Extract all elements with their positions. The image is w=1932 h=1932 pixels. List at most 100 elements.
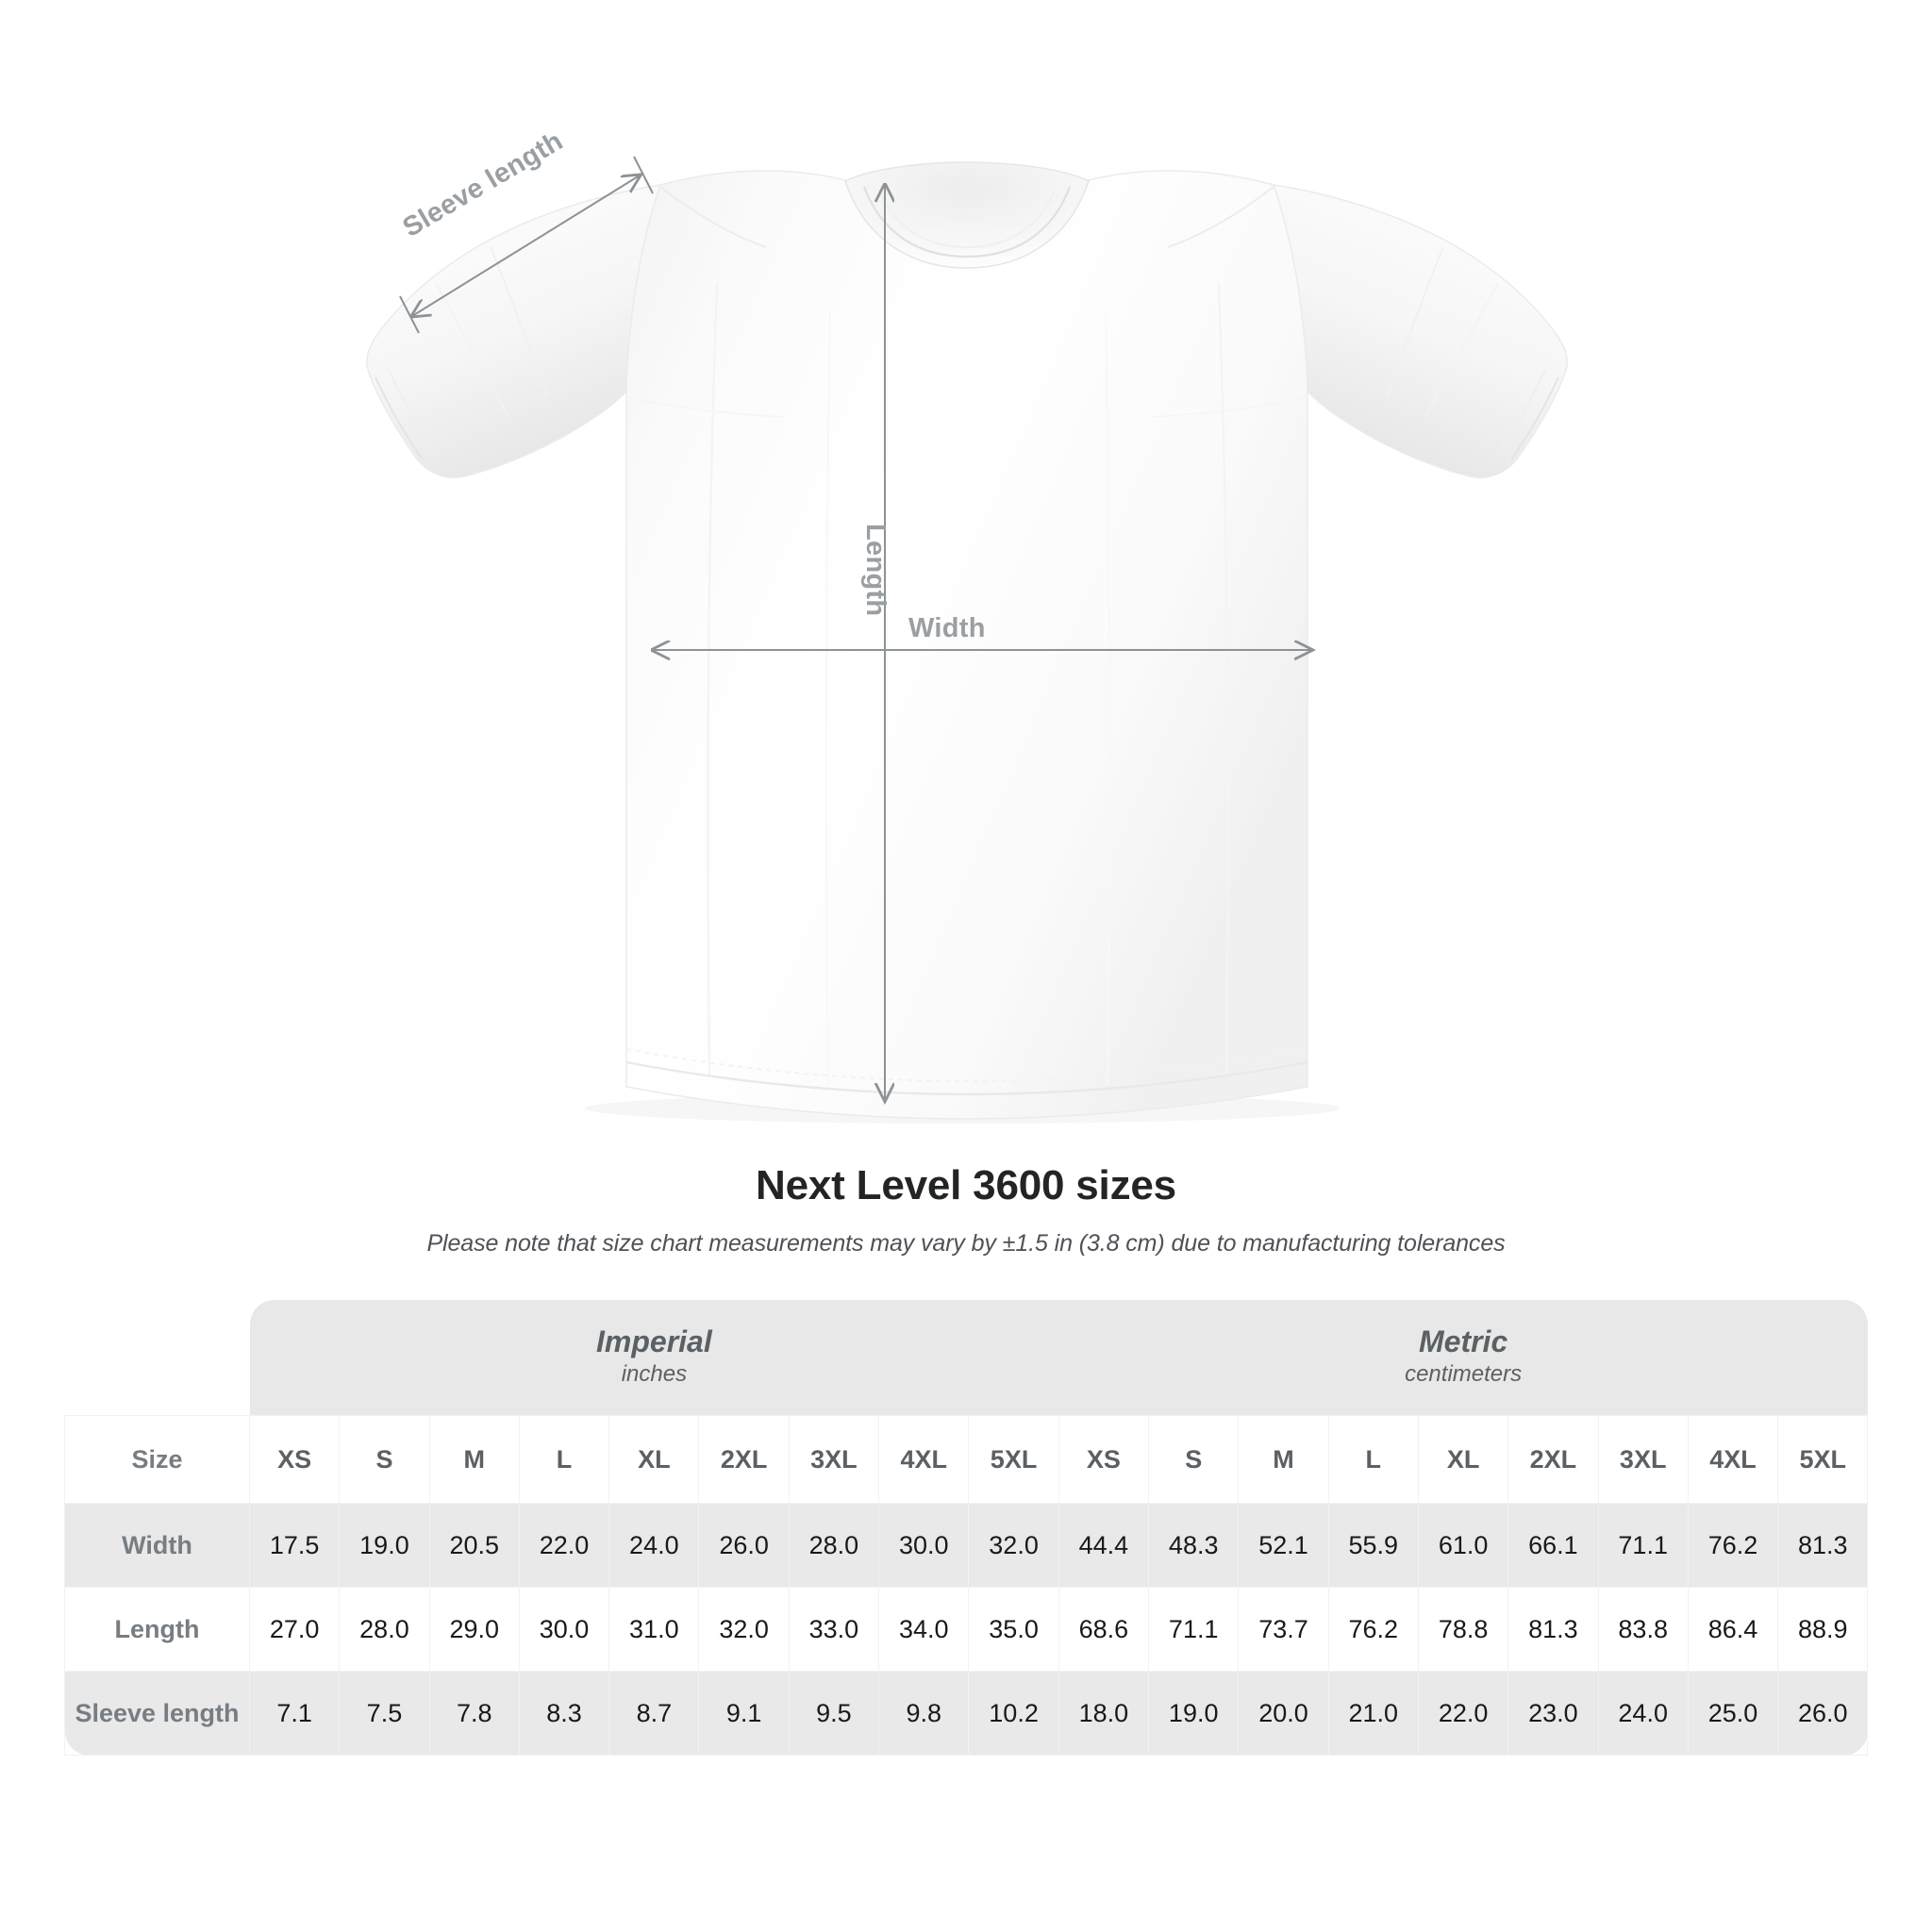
cell-length-metric-m: 73.7 [1238, 1587, 1329, 1672]
bottom-hem-stitch [625, 1048, 1308, 1082]
right-sleeve [1273, 184, 1568, 478]
cell-sleeve-length-metric-s: 19.0 [1148, 1671, 1240, 1756]
size-header-cell-s-imperial: S [339, 1415, 430, 1504]
size-header-cell-5xl-metric: 5XL [1777, 1415, 1869, 1504]
cell-sleeve-length-metric-5xl: 26.0 [1777, 1671, 1869, 1756]
size-header-cell-xs-metric: XS [1058, 1415, 1150, 1504]
cell-length-metric-xs: 68.6 [1058, 1587, 1150, 1672]
size-header-cell-2xl-metric: 2XL [1507, 1415, 1599, 1504]
size-chart-table-wrapper: Imperial inches Metric centimeters Size XS S M L… [64, 1300, 1869, 1756]
cell-length-imperial-m: 29.0 [428, 1587, 520, 1672]
size-header-cell-s-metric: S [1148, 1415, 1240, 1504]
collar-rib [878, 190, 1056, 249]
cell-sleeve-length-imperial-xs: 7.1 [248, 1671, 341, 1756]
cell-sleeve-length-metric-xl: 22.0 [1417, 1671, 1509, 1756]
cell-width-metric-xs: 44.4 [1058, 1503, 1150, 1588]
tolerance-note: Please note that size chart measurements… [426, 1230, 1506, 1257]
shoulder-seam [1167, 186, 1274, 248]
cell-width-imperial-s: 19.0 [339, 1503, 430, 1588]
cell-width-imperial-2xl: 26.0 [698, 1503, 790, 1588]
cell-length-metric-s: 71.1 [1148, 1587, 1240, 1672]
cell-width-imperial-l: 22.0 [518, 1503, 610, 1588]
unit-group-name: Imperial [596, 1324, 712, 1358]
cell-width-metric-xl: 61.0 [1417, 1503, 1509, 1588]
cell-length-imperial-xl: 31.0 [608, 1587, 700, 1672]
shoulder-seam [659, 186, 767, 248]
length-annotation-label: Length [860, 524, 891, 617]
cell-length-metric-l: 76.2 [1327, 1587, 1419, 1672]
size-header-cell-4xl-imperial: 4XL [878, 1415, 970, 1504]
cell-length-imperial-4xl: 34.0 [878, 1587, 970, 1672]
size-header-cell-xl-imperial: XL [608, 1415, 700, 1504]
unit-group-header-imperial: Imperial inches [249, 1300, 1059, 1416]
cell-length-metric-3xl: 83.8 [1597, 1587, 1689, 1672]
table-row: Width 17.5 19.0 20.5 22.0 24.0 26.0 28.0 30.0 32.… [64, 1503, 1869, 1588]
shirt-body [625, 170, 1308, 1120]
cell-length-imperial-s: 28.0 [339, 1587, 430, 1672]
size-header-cell-xl-metric: XL [1417, 1415, 1509, 1504]
size-header-cell-3xl-imperial: 3XL [788, 1415, 880, 1504]
cell-width-imperial-xl: 24.0 [608, 1503, 700, 1588]
row-label-width: Width [64, 1503, 250, 1588]
left-sleeve-hem-inner [388, 369, 437, 453]
body-fold [707, 282, 719, 1076]
cell-length-imperial-3xl: 33.0 [788, 1587, 880, 1672]
cell-length-metric-4xl: 86.4 [1687, 1587, 1779, 1672]
unit-header-row: Imperial inches Metric centimeters [64, 1300, 1868, 1416]
cell-width-imperial-5xl: 32.0 [968, 1503, 1059, 1588]
cell-width-metric-l: 55.9 [1327, 1503, 1419, 1588]
sleeve-length-measure [399, 156, 654, 334]
size-chart-table: Imperial inches Metric centimeters Size XS S M L… [64, 1300, 1869, 1756]
right-sleeve-hem-inner [1497, 369, 1546, 453]
cell-sleeve-length-imperial-5xl: 10.2 [968, 1671, 1059, 1756]
left-sleeve-hem [375, 376, 424, 460]
size-column-label: Size [64, 1415, 250, 1504]
tshirt-diagram [366, 156, 1568, 1120]
right-sleeve-hem [1510, 376, 1559, 460]
tshirt-illustration: Sleeve length Length Width [366, 125, 1568, 1120]
body-fold [824, 310, 831, 1086]
table-row: Length 27.0 28.0 29.0 30.0 31.0 32.0 33.0 34.0 35… [64, 1587, 1869, 1672]
cell-sleeve-length-metric-4xl: 25.0 [1687, 1671, 1779, 1756]
cell-sleeve-length-metric-l: 21.0 [1327, 1671, 1419, 1756]
cell-sleeve-length-metric-2xl: 23.0 [1507, 1671, 1599, 1756]
cell-width-metric-5xl: 81.3 [1777, 1503, 1869, 1588]
cell-sleeve-length-imperial-l: 8.3 [518, 1671, 610, 1756]
size-header-cell-m-metric: M [1238, 1415, 1329, 1504]
cell-width-metric-m: 52.1 [1238, 1503, 1329, 1588]
cell-length-imperial-xs: 27.0 [248, 1587, 341, 1672]
cell-sleeve-length-imperial-4xl: 9.8 [878, 1671, 970, 1756]
cell-length-metric-5xl: 88.9 [1777, 1587, 1869, 1672]
cell-sleeve-length-imperial-m: 7.8 [428, 1671, 520, 1756]
cell-width-imperial-m: 20.5 [428, 1503, 520, 1588]
cell-width-imperial-4xl: 30.0 [878, 1503, 970, 1588]
size-header-cell-xs-imperial: XS [248, 1415, 341, 1504]
size-header-row: Size XS S M L XL 2XL 3XL 4XL 5XL XS S M L XL 2XL 3XL 4XL 5… [64, 1415, 1869, 1504]
cell-sleeve-length-imperial-xl: 8.7 [608, 1671, 700, 1756]
cell-sleeve-length-imperial-2xl: 9.1 [698, 1671, 790, 1756]
size-header-cell-3xl-metric: 3XL [1597, 1415, 1689, 1504]
cell-sleeve-length-metric-m: 20.0 [1238, 1671, 1329, 1756]
width-annotation-label: Width [908, 613, 986, 643]
cell-length-metric-xl: 78.8 [1417, 1587, 1509, 1672]
size-header-cell-l-imperial: L [518, 1415, 610, 1504]
table-corner-cell [64, 1300, 250, 1416]
bottom-hem [625, 1060, 1308, 1096]
sleeve-fold [1425, 282, 1499, 416]
unit-group-name: Metric [1418, 1324, 1508, 1358]
cell-length-imperial-l: 30.0 [518, 1587, 610, 1672]
unit-group-header-metric: Metric centimeters [1058, 1300, 1868, 1416]
cell-width-imperial-3xl: 28.0 [788, 1503, 880, 1588]
title-block: Next Level 3600 sizes Please note that s… [0, 1162, 1932, 1257]
size-header-cell-m-imperial: M [428, 1415, 520, 1504]
size-header-cell-5xl-imperial: 5XL [968, 1415, 1059, 1504]
cell-width-imperial-xs: 17.5 [248, 1503, 341, 1588]
cell-width-metric-2xl: 66.1 [1507, 1503, 1599, 1588]
cell-sleeve-length-metric-3xl: 24.0 [1597, 1671, 1689, 1756]
size-header-cell-4xl-metric: 4XL [1687, 1415, 1779, 1504]
cell-width-metric-3xl: 71.1 [1597, 1503, 1689, 1588]
cell-length-metric-2xl: 81.3 [1507, 1587, 1599, 1672]
cell-sleeve-length-metric-xs: 18.0 [1058, 1671, 1150, 1756]
size-header-cell-l-metric: L [1327, 1415, 1419, 1504]
cell-width-metric-s: 48.3 [1148, 1503, 1240, 1588]
